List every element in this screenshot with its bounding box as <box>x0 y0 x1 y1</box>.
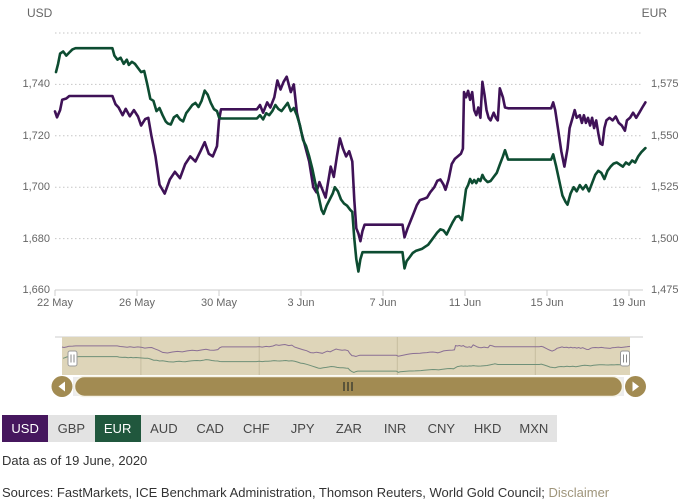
x-axis-tick-label: 15 Jun <box>530 297 564 309</box>
left-axis-title: USD <box>27 6 53 20</box>
right-axis-title: EUR <box>641 6 667 20</box>
sources-text: Sources: FastMarkets, ICE Benchmark Admi… <box>2 485 549 500</box>
scroll-right-button[interactable] <box>625 376 646 397</box>
right-axis-tick-label: 1,475 <box>651 284 679 296</box>
usd-series-line <box>53 75 647 243</box>
navigator-left-handle[interactable] <box>67 350 78 367</box>
left-axis-tick-label: 1,700 <box>22 181 50 193</box>
left-axis-tick-label: 1,680 <box>22 233 50 245</box>
navigator-eur-mini-line <box>62 356 631 374</box>
x-axis-tick-label: 30 May <box>200 297 238 309</box>
navigator-usd-mini-line <box>61 343 631 358</box>
currency-tab-zar[interactable]: ZAR <box>335 421 362 436</box>
x-axis-tick-label: 7 Jun <box>369 297 397 309</box>
currency-tab-hkd[interactable]: HKD <box>473 421 502 436</box>
left-axis-tick-label: 1,740 <box>22 78 50 90</box>
right-axis-tick-label: 1,575 <box>651 78 679 90</box>
left-axis-tick-label: 1,660 <box>22 284 50 296</box>
currency-tab-chf[interactable]: CHF <box>243 421 270 436</box>
sources-line: Sources: FastMarkets, ICE Benchmark Admi… <box>2 485 609 500</box>
right-axis-tick-label: 1,500 <box>651 233 679 245</box>
currency-tab-aud[interactable]: AUD <box>150 421 178 436</box>
currency-tab-usd[interactable]: USD <box>2 415 49 442</box>
currency-tab-jpy[interactable]: JPY <box>290 421 315 436</box>
data-as-of-text: Data as of 19 June, 2020 <box>2 453 148 468</box>
scroll-left-button[interactable] <box>51 376 73 397</box>
x-axis-tick-label: 3 Jun <box>287 297 315 309</box>
x-axis-tick-label: 19 Jun <box>612 297 646 309</box>
currency-tab-inr[interactable]: INR <box>383 421 407 436</box>
x-axis-tick-label: 26 May <box>118 297 156 309</box>
left-arrow-icon <box>58 381 65 392</box>
right-axis-tick-label: 1,525 <box>651 181 679 193</box>
price-chart <box>51 32 647 398</box>
right-arrow-icon <box>632 381 639 392</box>
x-axis-tick-label: 22 May <box>36 297 74 309</box>
currency-tab-cny[interactable]: CNY <box>427 421 456 436</box>
currency-tab-gbp[interactable]: GBP <box>57 421 86 436</box>
disclaimer-link[interactable]: Disclaimer <box>548 485 610 500</box>
navigator-right-handle[interactable] <box>620 350 630 367</box>
right-axis-tick-label: 1,550 <box>651 130 679 142</box>
x-axis-tick-label: 11 Jun <box>448 297 482 309</box>
currency-tabs: USD GBP EUR AUD CAD CHF JPY ZAR INR CNY HKD MXN <box>2 415 557 442</box>
currency-tab-cad[interactable]: CAD <box>196 421 224 436</box>
range-navigator[interactable] <box>62 337 630 375</box>
currency-tab-eur[interactable]: EUR <box>94 415 141 442</box>
currency-tab-mxn[interactable]: MXN <box>519 421 549 436</box>
left-axis-tick-label: 1,720 <box>22 130 50 142</box>
eur-series-line <box>54 46 647 273</box>
